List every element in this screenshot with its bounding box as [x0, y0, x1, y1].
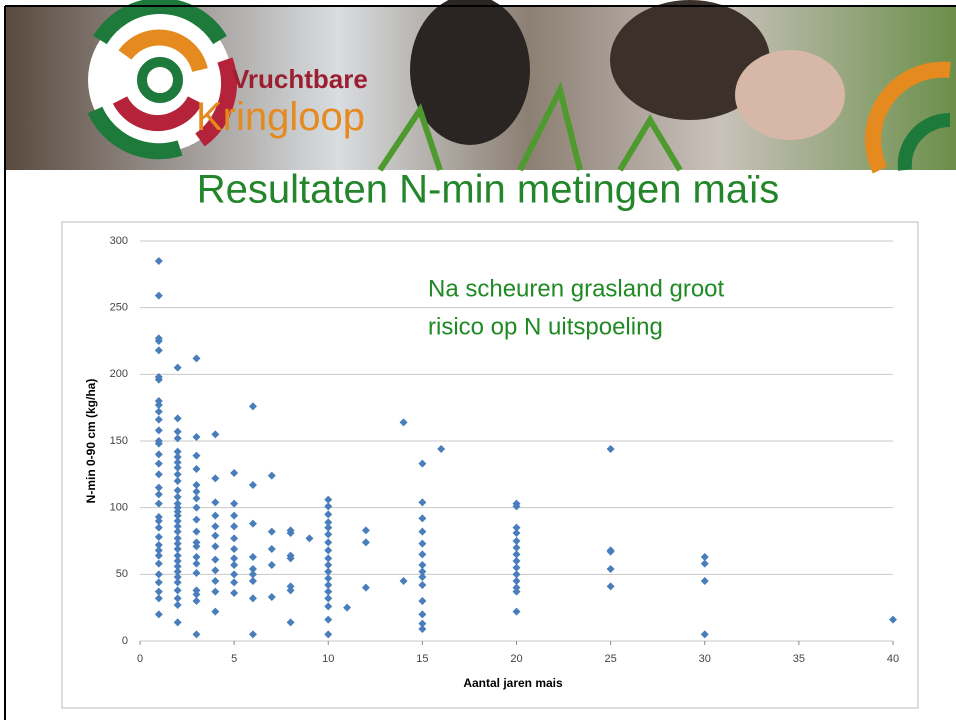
- y-tick-label: 50: [116, 568, 128, 580]
- y-tick-label: 300: [110, 235, 128, 247]
- y-tick-label: 200: [110, 368, 128, 380]
- page: Vruchtbare Kringloop Resultaten N-min me…: [0, 0, 956, 720]
- slide-title: Resultaten N-min metingen maïs: [197, 168, 779, 212]
- annotation: risico op N uitspoeling: [428, 313, 663, 340]
- x-tick-label: 10: [322, 653, 334, 665]
- x-tick-label: 25: [605, 653, 617, 665]
- logo-text: Kringloop: [196, 95, 365, 139]
- y-tick-label: 0: [122, 635, 128, 647]
- x-tick-label: 15: [416, 653, 428, 665]
- y-axis-label: N-min 0-90 cm (kg/ha): [84, 379, 98, 504]
- x-tick-label: 40: [887, 653, 899, 665]
- slide: Vruchtbare Kringloop Resultaten N-min me…: [0, 0, 956, 720]
- y-tick-label: 100: [110, 502, 128, 514]
- x-tick-label: 20: [510, 653, 522, 665]
- cow-head: [410, 0, 530, 145]
- y-tick-label: 150: [110, 435, 128, 447]
- logo-text: Vruchtbare: [232, 64, 368, 94]
- x-tick-label: 35: [793, 653, 805, 665]
- x-tick-label: 5: [231, 653, 237, 665]
- x-tick-label: 0: [137, 653, 143, 665]
- annotation: Na scheuren grasland groot: [428, 275, 725, 302]
- y-tick-label: 250: [110, 302, 128, 314]
- x-axis-label: Aantal jaren mais: [463, 676, 563, 690]
- x-tick-label: 30: [699, 653, 711, 665]
- cow-nose: [735, 50, 845, 140]
